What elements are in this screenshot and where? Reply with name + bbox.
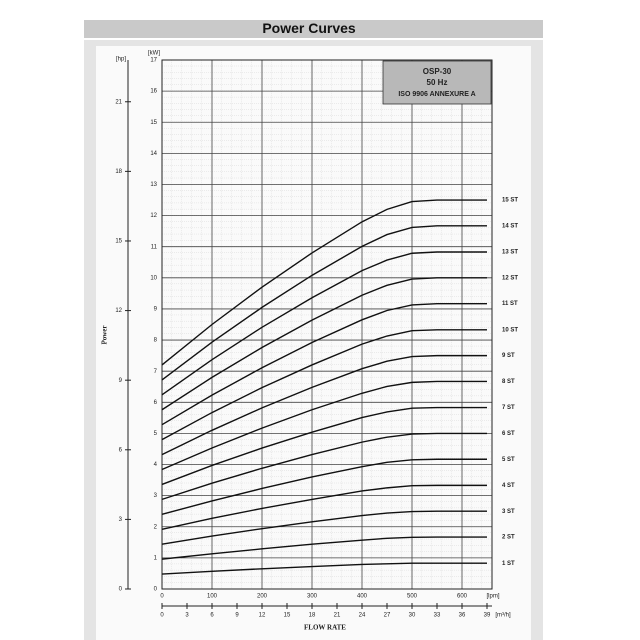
series-label: 1 ST bbox=[502, 561, 515, 567]
x-tick-label: 200 bbox=[257, 594, 268, 600]
series-line bbox=[161, 536, 487, 560]
series-line bbox=[161, 199, 487, 366]
y-tick-label: 2 bbox=[154, 524, 158, 530]
series-line bbox=[161, 562, 487, 575]
x2-tick-label: 6 bbox=[210, 613, 214, 619]
series-label: 6 ST bbox=[502, 431, 515, 437]
y-tick-label: 7 bbox=[154, 369, 158, 375]
series-label: 2 ST bbox=[502, 535, 515, 541]
series-label: 3 ST bbox=[502, 509, 515, 515]
y-tick-label: 10 bbox=[150, 275, 157, 281]
y-tick-label: 13 bbox=[150, 182, 157, 188]
y2-tick-label: 0 bbox=[119, 587, 123, 593]
series-line bbox=[161, 225, 487, 381]
y2-unit: [hp] bbox=[116, 57, 126, 63]
x2-tick-label: 3 bbox=[185, 613, 189, 619]
info-box bbox=[382, 60, 492, 105]
minor-grid bbox=[162, 60, 492, 589]
x-axis-label: FLOW RATE bbox=[304, 624, 346, 632]
y-tick-label: 3 bbox=[154, 493, 158, 499]
x2-tick-label: 12 bbox=[259, 613, 266, 619]
x2-tick-label: 15 bbox=[284, 613, 291, 619]
x2-tick-label: 33 bbox=[434, 613, 441, 619]
series-line bbox=[161, 277, 487, 411]
x2-tick-label: 21 bbox=[334, 613, 341, 619]
series-label: 9 ST bbox=[502, 353, 515, 359]
y-tick-label: 16 bbox=[150, 89, 157, 95]
x2-tick-label: 24 bbox=[359, 613, 366, 619]
series-line bbox=[161, 329, 487, 441]
series-label: 13 ST bbox=[502, 250, 518, 256]
y-axis-label: Power bbox=[101, 325, 109, 344]
chart-title: Power Curves bbox=[262, 20, 356, 36]
series-line bbox=[161, 432, 487, 501]
x-tick-label: 500 bbox=[407, 594, 418, 600]
x-unit: [lpm] bbox=[486, 594, 499, 600]
series-line bbox=[161, 302, 487, 426]
x2-tick-label: 9 bbox=[235, 613, 239, 619]
y2-tick-label: 3 bbox=[119, 517, 123, 523]
y2-tick-label: 9 bbox=[119, 378, 123, 384]
y-tick-label: 15 bbox=[150, 120, 157, 126]
y2-tick-label: 18 bbox=[115, 169, 122, 175]
x-tick-label: 300 bbox=[307, 594, 318, 600]
x2-tick-label: 30 bbox=[409, 613, 416, 619]
x2-tick-label: 0 bbox=[160, 613, 164, 619]
series-line bbox=[161, 406, 487, 486]
y2-tick-label: 6 bbox=[119, 447, 123, 453]
series-line bbox=[161, 510, 487, 545]
plot-frame bbox=[161, 59, 493, 590]
y2-tick-label: 21 bbox=[115, 99, 122, 105]
y-tick-label: 14 bbox=[150, 151, 157, 157]
x2-tick-label: 39 bbox=[484, 613, 491, 619]
x-tick-label: 0 bbox=[160, 594, 164, 600]
x2-unit: [m³/h] bbox=[495, 613, 511, 619]
x2-tick-label: 27 bbox=[384, 613, 391, 619]
y-tick-label: 0 bbox=[154, 587, 158, 593]
y-unit: [kW] bbox=[148, 51, 160, 57]
series-label: 15 ST bbox=[502, 198, 518, 204]
y-tick-label: 6 bbox=[154, 400, 158, 406]
series-label: 14 ST bbox=[502, 223, 518, 229]
x-tick-label: 400 bbox=[357, 594, 368, 600]
y-tick-label: 5 bbox=[154, 431, 158, 437]
series-line bbox=[161, 354, 487, 456]
series-label: 10 ST bbox=[502, 327, 518, 333]
x2-tick-label: 36 bbox=[459, 613, 466, 619]
series-line bbox=[161, 458, 487, 515]
frequency-label: 50 Hz bbox=[427, 78, 448, 87]
x-tick-label: 100 bbox=[207, 594, 218, 600]
series-line bbox=[161, 380, 487, 471]
series-label: 4 ST bbox=[502, 483, 515, 489]
y-tick-label: 9 bbox=[154, 307, 158, 313]
y-tick-label: 1 bbox=[154, 555, 158, 561]
series-label: 11 ST bbox=[502, 301, 518, 307]
y-tick-label: 11 bbox=[151, 244, 158, 250]
y-tick-label: 8 bbox=[154, 338, 158, 344]
series-line bbox=[161, 251, 487, 396]
series-label: 12 ST bbox=[502, 275, 518, 281]
series-line bbox=[161, 484, 487, 530]
y-tick-label: 17 bbox=[150, 58, 157, 64]
y2-tick-label: 12 bbox=[115, 308, 122, 314]
y2-tick-label: 15 bbox=[115, 239, 122, 245]
series-label: 7 ST bbox=[502, 405, 515, 411]
y-tick-label: 4 bbox=[154, 462, 158, 468]
y-tick-label: 12 bbox=[150, 213, 157, 219]
series-label: 8 ST bbox=[502, 379, 515, 385]
model-label: OSP-30 bbox=[423, 67, 452, 76]
x-tick-label: 600 bbox=[457, 594, 468, 600]
title-bar bbox=[84, 20, 543, 38]
series-label: 5 ST bbox=[502, 457, 515, 463]
standard-label: ISO 9906 ANNEXURE A bbox=[398, 91, 475, 98]
x2-tick-label: 18 bbox=[309, 613, 316, 619]
